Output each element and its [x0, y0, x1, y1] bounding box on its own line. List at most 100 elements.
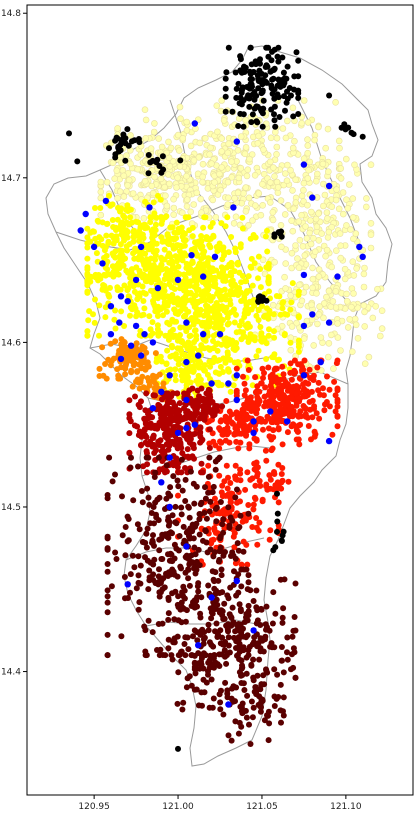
- data-point: [186, 437, 193, 444]
- data-point: [151, 276, 158, 283]
- data-point: [124, 298, 131, 305]
- data-point: [248, 698, 255, 705]
- data-point: [315, 123, 322, 131]
- data-point: [95, 277, 102, 284]
- data-point: [308, 301, 315, 309]
- data-point: [206, 242, 213, 248]
- data-point: [194, 251, 200, 258]
- data-point: [228, 234, 235, 240]
- data-point: [161, 183, 168, 191]
- data-point: [206, 704, 213, 711]
- data-point: [269, 76, 276, 83]
- data-point: [291, 614, 298, 620]
- y-tick-label: 14.5: [1, 503, 21, 513]
- data-point: [227, 613, 234, 620]
- data-point: [309, 234, 317, 242]
- data-point: [115, 143, 122, 150]
- data-point: [108, 232, 115, 239]
- data-point: [201, 248, 208, 255]
- data-point: [330, 365, 337, 373]
- data-point: [186, 535, 193, 542]
- data-point: [274, 91, 281, 98]
- data-point: [176, 253, 183, 260]
- data-point: [228, 174, 235, 181]
- data-point: [134, 521, 141, 528]
- data-point: [188, 682, 195, 689]
- data-point: [221, 647, 228, 654]
- data-point: [319, 160, 327, 168]
- data-point: [243, 541, 250, 548]
- data-point: [378, 325, 386, 332]
- data-point: [129, 552, 136, 559]
- data-point: [313, 223, 321, 230]
- data-point: [315, 379, 322, 386]
- data-point: [232, 462, 239, 469]
- data-point: [206, 426, 213, 433]
- data-point: [216, 240, 223, 247]
- data-point: [176, 103, 184, 111]
- data-point: [127, 571, 134, 578]
- data-point: [158, 261, 165, 268]
- data-point: [232, 213, 240, 221]
- data-point: [145, 617, 152, 624]
- data-point: [160, 575, 167, 582]
- data-point: [165, 522, 172, 529]
- data-point: [253, 410, 260, 417]
- data-point: [337, 242, 344, 249]
- data-point: [166, 405, 173, 412]
- data-point: [322, 252, 329, 260]
- data-point: [263, 483, 270, 490]
- data-point: [274, 528, 280, 535]
- data-point: [217, 706, 224, 713]
- data-point: [288, 249, 296, 257]
- data-point: [280, 376, 287, 382]
- data-point: [281, 273, 288, 281]
- data-point: [229, 604, 236, 611]
- data-point: [291, 357, 298, 364]
- data-point: [161, 287, 168, 294]
- data-point: [229, 337, 236, 344]
- data-point: [154, 313, 161, 319]
- data-point: [211, 549, 218, 556]
- data-point: [174, 242, 181, 249]
- data-point: [174, 633, 181, 640]
- data-point: [246, 155, 253, 163]
- data-point: [354, 334, 362, 342]
- data-point: [290, 205, 298, 213]
- data-point: [144, 485, 151, 492]
- data-point: [154, 268, 161, 274]
- data-point: [214, 248, 221, 255]
- data-point: [156, 371, 163, 378]
- data-point: [206, 445, 213, 451]
- data-point: [281, 211, 289, 218]
- data-point: [120, 234, 127, 241]
- data-point: [112, 154, 119, 161]
- data-point: [112, 549, 119, 556]
- data-point: [253, 467, 259, 474]
- data-point: [367, 161, 375, 168]
- data-point: [185, 308, 192, 315]
- data-point: [288, 217, 295, 224]
- data-point: [217, 699, 224, 706]
- data-point: [181, 351, 188, 358]
- data-point: [242, 184, 250, 191]
- data-point: [232, 347, 239, 353]
- data-point: [197, 631, 204, 638]
- data-point: [106, 192, 112, 199]
- data-point: [369, 314, 377, 322]
- data-point: [236, 285, 243, 291]
- data-point: [298, 413, 305, 420]
- data-point: [161, 256, 168, 263]
- data-point: [287, 339, 294, 346]
- data-point: [219, 493, 226, 500]
- data-point: [299, 364, 306, 370]
- data-point: [181, 295, 188, 302]
- data-point: [229, 420, 236, 427]
- data-point: [320, 202, 327, 210]
- data-point: [154, 284, 162, 292]
- data-point: [184, 634, 191, 641]
- data-point: [245, 608, 252, 615]
- data-point: [172, 588, 179, 595]
- data-point: [197, 298, 204, 304]
- data-point: [161, 448, 168, 455]
